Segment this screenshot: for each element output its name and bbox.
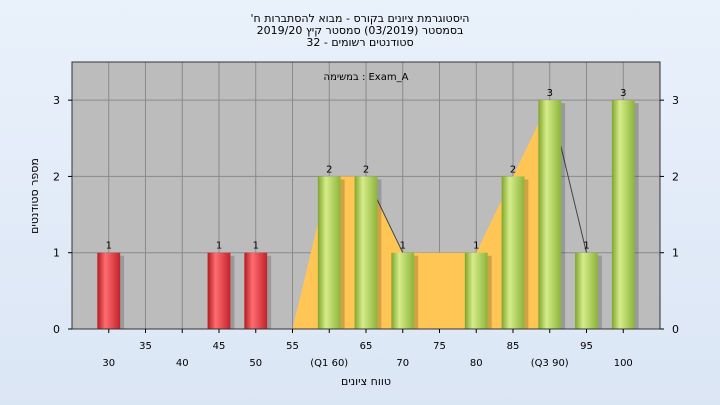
y-tick-label-right: 0 (672, 323, 679, 336)
y-tick-label-left: 2 (53, 170, 60, 183)
y-tick-label-left: 3 (53, 94, 60, 107)
bar-value-label: 3 (547, 88, 553, 99)
x-tick-label: 95 (580, 341, 593, 352)
bar[interactable] (207, 252, 231, 329)
x-tick-label: 40 (176, 358, 189, 369)
bar-value-label: 1 (473, 241, 479, 252)
bar[interactable] (464, 252, 488, 329)
y-axis-label: מספר סטודנטים (28, 158, 41, 234)
x-tick-label: 50 (249, 358, 262, 369)
bar[interactable] (611, 100, 635, 330)
chart-title-line-2: בסמסטר (03/2019) סמסטר קיץ 2019/20 (256, 24, 464, 37)
bar[interactable] (501, 176, 525, 329)
chart-title-line-1: 'היסטוגרמת ציונים בקורס - מבוא להסתברות … (250, 12, 470, 25)
bar[interactable] (317, 176, 341, 329)
bar-value-label: 2 (363, 164, 369, 175)
bar-value-label: 2 (510, 164, 516, 175)
bar[interactable] (575, 252, 598, 329)
y-tick-label-left: 0 (53, 323, 60, 336)
bar[interactable] (391, 252, 415, 329)
x-tick-label: 85 (507, 341, 520, 352)
bar[interactable] (244, 252, 268, 329)
bar-value-label: 1 (253, 241, 259, 252)
y-tick-label-right: 2 (672, 170, 679, 183)
x-tick-label: 70 (396, 358, 409, 369)
bar-value-label: 3 (620, 88, 626, 99)
bar-value-label: 1 (583, 241, 589, 252)
bar-value-label: 2 (326, 164, 332, 175)
x-tick-label: 30 (102, 358, 115, 369)
x-tick-label: 55 (286, 341, 299, 352)
y-tick-label-right: 1 (672, 247, 679, 260)
x-tick-label: 65 (360, 341, 373, 352)
bar[interactable] (354, 176, 378, 329)
x-tick-label: 75 (433, 341, 446, 352)
bar-value-label: 1 (400, 241, 406, 252)
x-tick-label: 100 (614, 358, 633, 369)
x-tick-label: (Q1 60) (310, 358, 348, 369)
y-tick-label-left: 1 (53, 247, 60, 260)
x-tick-label: 35 (139, 341, 152, 352)
x-tick-label: 80 (470, 358, 483, 369)
bar-value-label: 1 (106, 241, 112, 252)
x-axis-label: טווח ציונים (341, 375, 391, 388)
chart-title-line-3: סטודנטים רשומים - 32 (306, 36, 414, 49)
x-tick-label: (Q3 90) (531, 358, 569, 369)
bar[interactable] (538, 100, 562, 330)
bar-value-label: 1 (216, 241, 222, 252)
y-tick-label-right: 3 (672, 94, 679, 107)
chart-annotation: במשימה : Exam_A (324, 72, 409, 83)
x-tick-label: 45 (213, 341, 226, 352)
bar[interactable] (97, 252, 121, 329)
